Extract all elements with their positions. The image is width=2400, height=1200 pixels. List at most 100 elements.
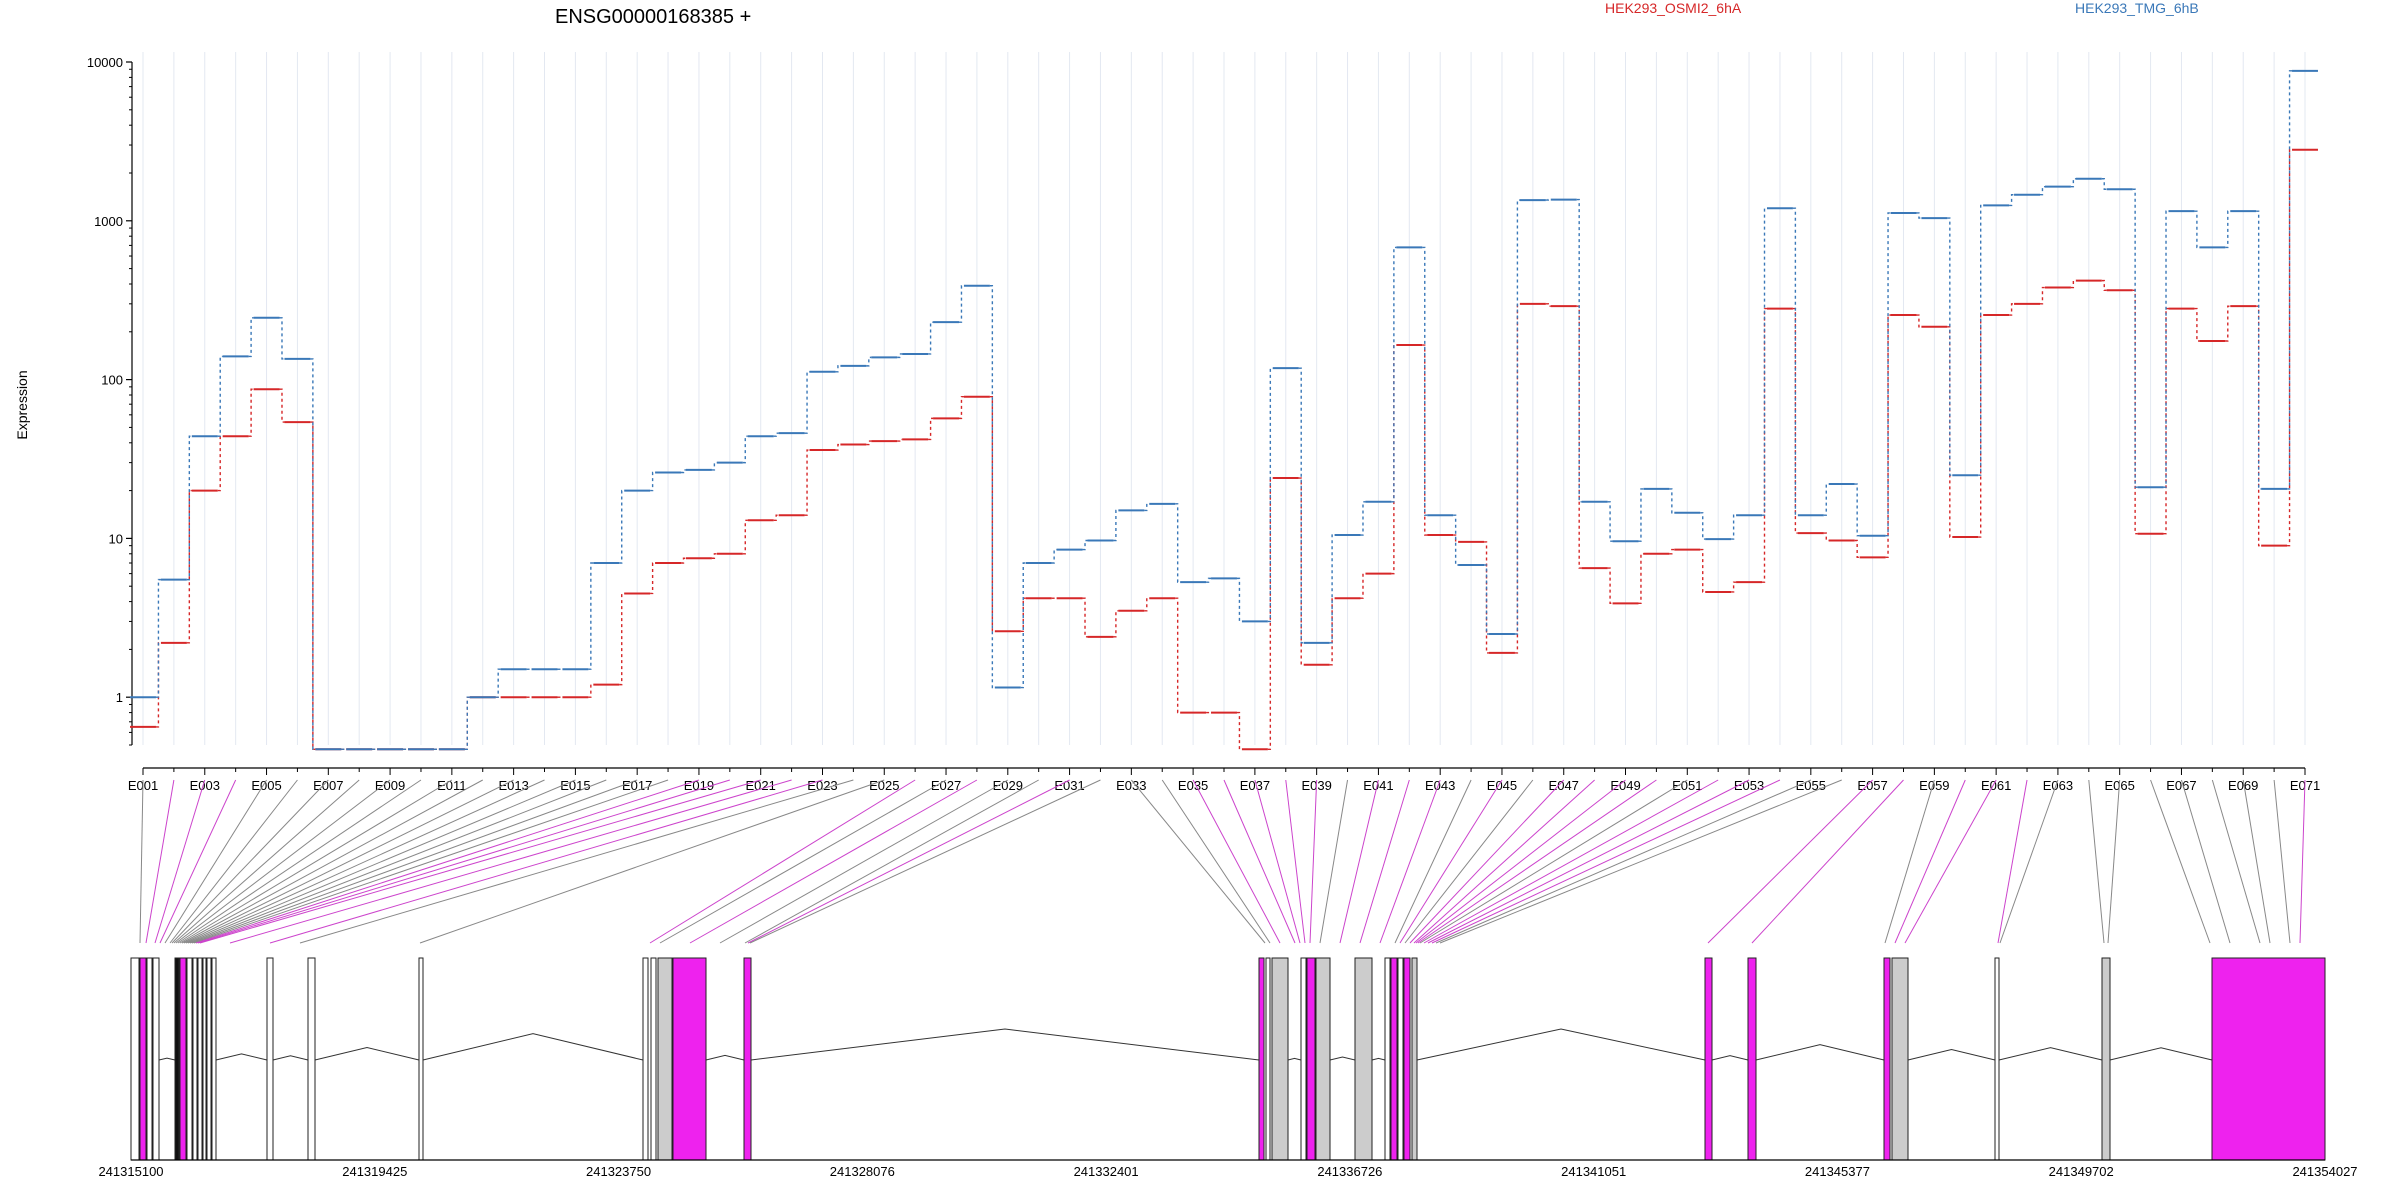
series-connector bbox=[1854, 539, 1860, 559]
exon-connector bbox=[1130, 779, 1266, 944]
intron-line bbox=[1416, 1028, 1706, 1061]
series-connector bbox=[217, 435, 223, 492]
series-connector bbox=[186, 435, 192, 581]
x-tick-label: E067 bbox=[2166, 778, 2196, 793]
x-tick-label: E069 bbox=[2228, 778, 2258, 793]
y-tick-label: 1000 bbox=[94, 214, 123, 229]
series-connector bbox=[2009, 194, 2015, 207]
series-connector bbox=[464, 696, 470, 750]
series-connector bbox=[619, 489, 625, 564]
series-connector bbox=[1329, 534, 1335, 644]
series-connector bbox=[1823, 483, 1829, 516]
exon-block bbox=[1354, 957, 1373, 1161]
series-connector bbox=[2101, 279, 2107, 292]
exon-connector bbox=[1319, 779, 1349, 944]
series-connector bbox=[681, 557, 686, 564]
series-connector bbox=[928, 321, 934, 355]
exon-block bbox=[642, 957, 649, 1161]
exon-connector bbox=[164, 779, 267, 944]
exon-connector bbox=[1751, 779, 1904, 944]
intron-line bbox=[1907, 1049, 1996, 1061]
series-connector bbox=[928, 417, 934, 441]
exon-connector bbox=[299, 779, 854, 944]
x-tick-label: E045 bbox=[1487, 778, 1517, 793]
exon-connector bbox=[1399, 779, 1503, 944]
exon-connector bbox=[1999, 779, 2059, 944]
series-connector bbox=[1514, 303, 1520, 654]
exon-connector bbox=[1359, 779, 1410, 944]
series-connector bbox=[1175, 597, 1181, 714]
exon-block bbox=[657, 957, 673, 1161]
exon-block bbox=[1403, 957, 1411, 1161]
series-connector bbox=[1792, 207, 1798, 516]
exon-connector bbox=[689, 779, 978, 944]
exon-connector bbox=[169, 779, 298, 944]
intron-line bbox=[1755, 1044, 1885, 1061]
series-connector bbox=[186, 489, 192, 644]
series-connector bbox=[1144, 597, 1150, 612]
series-connector bbox=[866, 356, 872, 367]
series-connector bbox=[1669, 548, 1675, 555]
exon-connector bbox=[1997, 779, 2028, 944]
series-connector bbox=[248, 388, 254, 437]
series-connector bbox=[1823, 532, 1829, 542]
x-tick-label: E009 bbox=[375, 778, 405, 793]
series-connector bbox=[248, 317, 254, 358]
exon-connector bbox=[173, 779, 360, 944]
series-connector bbox=[773, 514, 779, 522]
x-tick-label: E005 bbox=[251, 778, 281, 793]
genome-coordinate-label: 241315100 bbox=[98, 1164, 163, 1179]
series-connector bbox=[711, 461, 717, 471]
series-connector bbox=[2040, 185, 2045, 196]
series-connector bbox=[1607, 501, 1613, 542]
series-connector bbox=[1236, 711, 1242, 750]
exon-connector bbox=[1254, 779, 1301, 944]
exon-block bbox=[1704, 957, 1713, 1161]
series-connector bbox=[1267, 477, 1273, 750]
intron-line bbox=[1287, 1057, 1302, 1061]
series-connector bbox=[464, 696, 470, 750]
exon-connector bbox=[159, 779, 237, 944]
exon-connector bbox=[719, 779, 1009, 944]
x-tick-label: E025 bbox=[869, 778, 899, 793]
exon-connector bbox=[1192, 779, 1281, 944]
series-connector bbox=[835, 365, 841, 373]
exon-connector bbox=[2211, 779, 2261, 944]
x-tick-label: E037 bbox=[1240, 778, 1270, 793]
intron-line bbox=[422, 1033, 644, 1061]
exon-block bbox=[1411, 957, 1418, 1161]
series-connector bbox=[1082, 597, 1088, 638]
series-connector bbox=[2132, 289, 2138, 535]
exon-connector bbox=[179, 779, 453, 944]
exon-block bbox=[206, 957, 212, 1161]
series-connector bbox=[804, 449, 810, 516]
series-connector bbox=[1082, 539, 1088, 551]
x-tick-label: E013 bbox=[498, 778, 528, 793]
genome-coordinate-label: 241319425 bbox=[342, 1164, 407, 1179]
exon-block bbox=[186, 957, 193, 1161]
series-connector bbox=[2101, 178, 2107, 190]
series-connector bbox=[681, 469, 686, 474]
x-tick-label: E031 bbox=[1054, 778, 1084, 793]
exon-connector bbox=[229, 779, 792, 944]
y-tick-label: 1 bbox=[116, 690, 123, 705]
exon-connector bbox=[2273, 779, 2291, 944]
exon-connector bbox=[1404, 779, 1534, 944]
x-tick-label: E027 bbox=[931, 778, 961, 793]
series-connector bbox=[1267, 367, 1273, 623]
series-connector bbox=[1298, 477, 1304, 666]
intron-line bbox=[1371, 1057, 1386, 1061]
series-connector bbox=[897, 353, 903, 359]
exon-block bbox=[743, 957, 752, 1161]
exon-block bbox=[211, 957, 217, 1161]
series-connector bbox=[1514, 199, 1520, 635]
series-connector bbox=[742, 435, 748, 464]
series-connector bbox=[959, 396, 964, 420]
series-connector bbox=[2009, 303, 2015, 316]
exon-connector bbox=[1417, 779, 1657, 944]
exon-connector bbox=[1161, 779, 1271, 944]
x-tick-label: E029 bbox=[993, 778, 1023, 793]
intron-line bbox=[1329, 1056, 1356, 1061]
exon-block bbox=[1397, 957, 1404, 1161]
